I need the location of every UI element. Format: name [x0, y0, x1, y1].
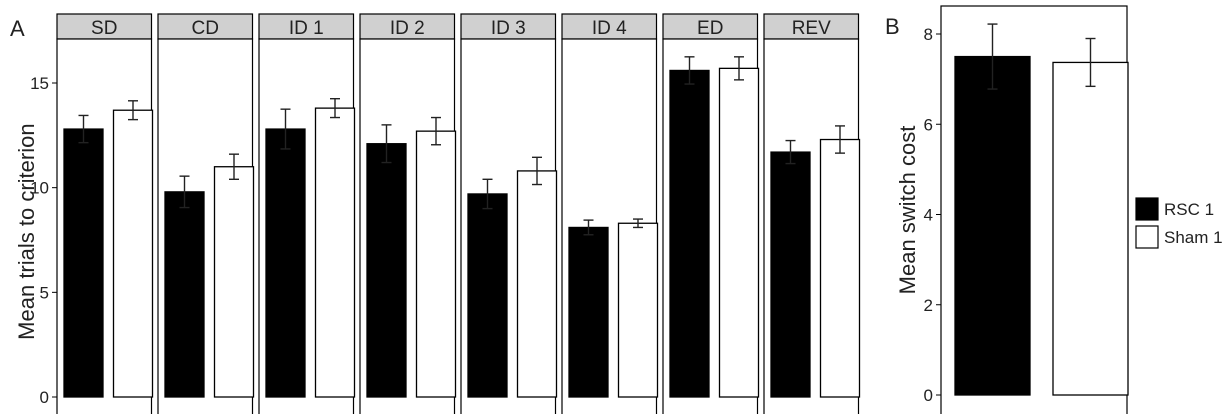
facet-panel: ID 1 [258, 13, 356, 414]
bar-rsc [568, 226, 609, 398]
error-bar [633, 218, 643, 229]
error-bar [835, 125, 845, 154]
bar-sham [314, 107, 356, 398]
bar-sham [1052, 61, 1129, 396]
error-bar [583, 219, 594, 236]
bar-sham [516, 170, 558, 398]
facet-panel: ID 3 [460, 13, 558, 414]
error-bar [987, 23, 998, 90]
facet-panel: ED [662, 13, 760, 414]
facet-panel: ID 2 [359, 13, 457, 414]
facet-label: ID 1 [289, 18, 324, 39]
legend-swatch [1135, 225, 1159, 249]
error-bar [532, 156, 542, 186]
panel-a-chart: Mean trials to criterion 0 5 10 15 SD CD ID 1 ID… [14, 13, 861, 414]
y-tick-label: 10 [30, 179, 49, 198]
error-bar [1085, 37, 1096, 88]
bar-rsc [954, 55, 1031, 396]
y-axis-label-b: Mean switch cost [895, 126, 920, 295]
facet-panel: REV [763, 13, 861, 414]
y-tick-label: 2 [924, 296, 933, 315]
legend-label: Sham 1 [1164, 228, 1223, 247]
facet-panel: SD [56, 13, 154, 414]
bar-rsc [164, 191, 205, 398]
bar-rsc [63, 128, 104, 398]
panel-b-chart: Mean switch cost 0 2 4 6 8 [895, 5, 1129, 414]
legend-swatch [1135, 197, 1159, 221]
error-bar [734, 56, 744, 81]
error-bar [128, 100, 138, 121]
error-bar [785, 139, 796, 165]
bar-rsc [669, 69, 710, 398]
panel-label-a: A [10, 16, 25, 41]
facet-strip [359, 13, 456, 40]
y-tick-label: 8 [924, 25, 933, 44]
facet-strip [460, 13, 557, 40]
bar-sham [213, 166, 255, 398]
error-bar [381, 124, 392, 164]
bar-sham [617, 222, 659, 398]
facet-strip [258, 13, 355, 40]
facet-label: ID 4 [592, 18, 627, 39]
facet-label: REV [792, 18, 831, 39]
facet-label: CD [192, 18, 219, 39]
error-bar [330, 97, 340, 119]
facet-label: SD [91, 18, 117, 39]
error-bar [229, 153, 239, 180]
facet-strip [561, 13, 658, 40]
legend-label: RSC 1 [1164, 200, 1214, 219]
y-tick-label: 0 [40, 388, 49, 407]
facet-strip [56, 13, 153, 40]
facet-label: ID 2 [390, 18, 425, 39]
facet-label: ID 3 [491, 18, 526, 39]
error-bar [684, 56, 695, 85]
facet-strip [157, 13, 254, 40]
y-tick-label: 5 [40, 283, 49, 302]
y-axis-label: Mean trials to criterion [14, 123, 39, 339]
bar-sham [112, 109, 154, 398]
bar-rsc [770, 151, 811, 398]
panel-label-b: B [885, 14, 900, 39]
legend: RSC 1 Sham 1 [1135, 197, 1223, 249]
facet-strip [662, 13, 759, 40]
bar-rsc [265, 128, 306, 398]
error-bar [280, 108, 291, 150]
bar-sham [415, 130, 457, 398]
y-tick-label: 0 [924, 386, 933, 405]
bar-sham [718, 67, 760, 398]
error-bar [78, 114, 89, 144]
y-tick-label: 4 [924, 206, 933, 225]
bar-sham [819, 138, 861, 398]
error-bar [431, 116, 441, 146]
facet-label: ED [697, 18, 723, 39]
y-tick-label: 6 [924, 115, 933, 134]
bar-rsc [366, 143, 407, 398]
facet-panel: CD [157, 13, 255, 414]
facet-panel: ID 4 [561, 13, 659, 414]
y-tick-label: 15 [30, 74, 49, 93]
bar-rsc [467, 193, 508, 398]
error-bar [482, 178, 493, 210]
error-bar [179, 175, 190, 209]
